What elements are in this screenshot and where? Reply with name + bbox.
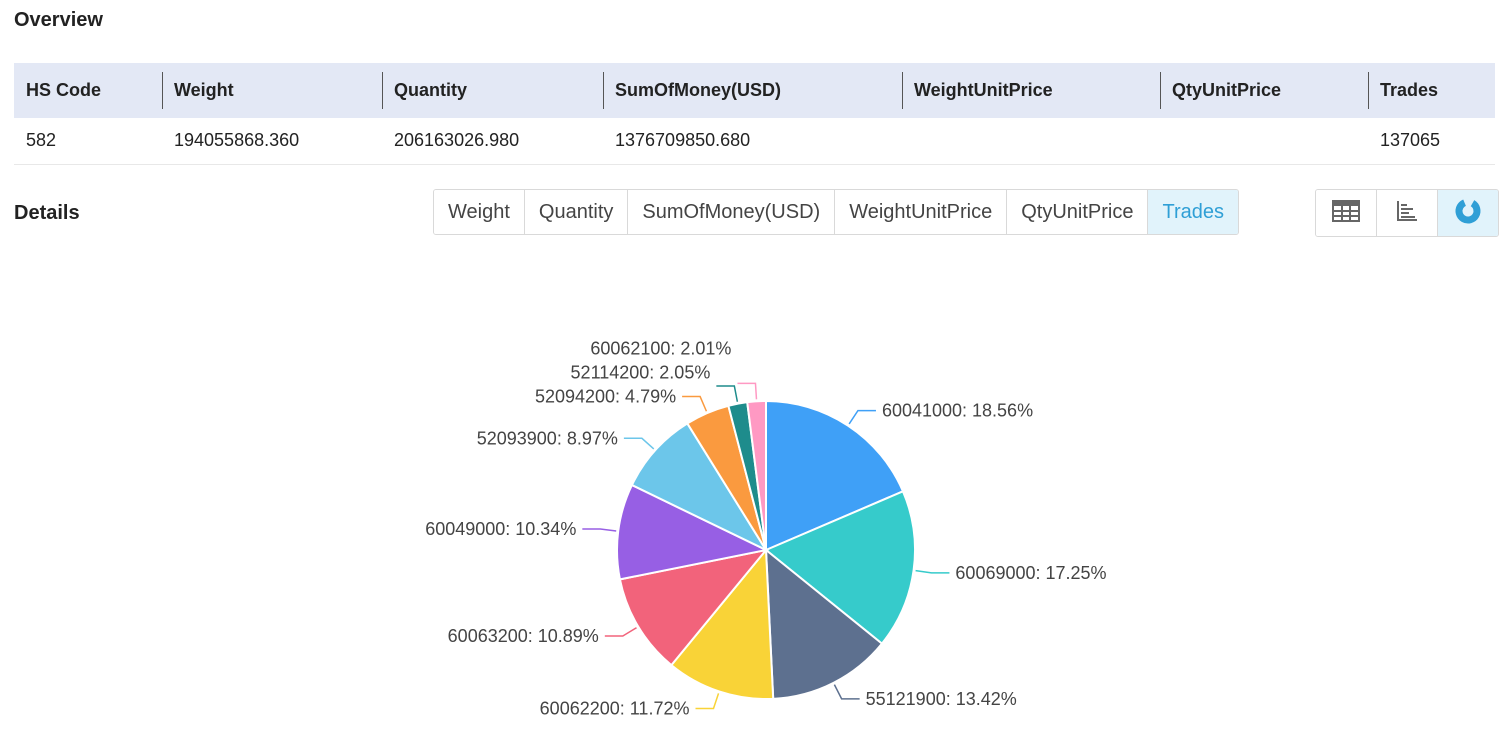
cell-quantity: 206163026.980 [394, 130, 520, 151]
pie-slice-52093900[interactable] [630, 422, 769, 553]
details-title: Details [14, 202, 80, 224]
pie-label-60069000: 60069000: 17.25% [955, 563, 1106, 583]
pie-chart: 60041000: 18.56% 60069000: 17.25% 55121900… [425, 339, 1106, 719]
header-qty-unit-price-label: QtyUnitPrice [1172, 80, 1282, 100]
pie-leader-line [682, 395, 708, 412]
tab-weight-unit-price[interactable]: WeightUnitPrice [835, 190, 1008, 234]
header-hs-code[interactable]: HS Code [26, 80, 102, 100]
bar-view-button[interactable] [1377, 190, 1438, 236]
pie-leader-line [695, 693, 720, 710]
pie-label-52093900: 52093900: 8.97% [477, 428, 618, 448]
pie-leader-line [833, 684, 860, 700]
header-weight-label: Weight [174, 80, 234, 100]
pie-leader-line [737, 382, 758, 400]
cell-hs-code: 582 [26, 130, 57, 151]
header-weight-unit-price-label: WeightUnitPrice [914, 80, 1053, 100]
pie-leader-line [915, 569, 950, 574]
overview-title: Overview [14, 9, 103, 31]
cell-qty-unit-price [1160, 118, 1368, 164]
pie-slice-60062200[interactable] [669, 547, 775, 700]
table-row: 582 194055868.360 206163026.980 13767098… [14, 118, 1495, 164]
tab-trades[interactable]: Trades [1148, 190, 1238, 234]
tab-sum-of-money[interactable]: SumOfMoney(USD) [628, 190, 836, 234]
column-separator [603, 72, 604, 109]
pie-leader-line [623, 437, 655, 450]
header-trades-label: Trades [1380, 80, 1439, 100]
cell-weight-unit-price [902, 118, 1160, 164]
header-quantity-label: Quantity [394, 80, 468, 100]
pie-label-60049000: 60049000: 10.34% [425, 519, 576, 539]
column-separator [902, 72, 903, 109]
header-trades[interactable]: Trades [1368, 63, 1495, 118]
pie-label-60062200: 60062200: 11.72% [540, 699, 690, 719]
tab-qty-unit-price[interactable]: QtyUnitPrice [1007, 190, 1149, 234]
pie-label-55121900: 55121900: 13.42% [866, 689, 1017, 709]
pie-chart-icon [1454, 197, 1482, 230]
cell-sum-of-money: 1376709850.680 [615, 130, 751, 151]
header-sum-of-money-label: SumOfMoney(USD) [615, 80, 781, 100]
view-toggle [1315, 189, 1499, 237]
column-separator [162, 72, 163, 109]
pie-slice-60069000[interactable] [764, 490, 916, 646]
pie-label-60063200: 60063200: 10.89% [448, 626, 599, 646]
header-quantity[interactable]: Quantity [382, 63, 603, 118]
pie-label-60062100: 60062100: 2.01% [590, 339, 731, 359]
header-weight[interactable]: Weight [162, 63, 382, 118]
pie-leader-line [582, 528, 617, 532]
metric-tabs: Weight Quantity SumOfMoney(USD) WeightUn… [433, 189, 1239, 235]
pie-slice-60041000[interactable] [765, 399, 905, 552]
pie-slice-55121900[interactable] [764, 547, 884, 700]
tab-quantity[interactable]: Quantity [524, 190, 629, 234]
cell-trades: 137065 [1380, 130, 1441, 151]
pie-view-button[interactable] [1438, 190, 1498, 236]
header-weight-unit-price[interactable]: WeightUnitPrice [902, 63, 1160, 118]
header-qty-unit-price[interactable]: QtyUnitPrice [1160, 63, 1368, 118]
column-separator [1160, 72, 1161, 109]
tab-weight[interactable]: Weight [434, 190, 525, 234]
pie-label-60041000: 60041000: 18.56% [882, 401, 1033, 421]
cell-weight: 194055868.360 [174, 130, 300, 151]
pie-slice-60063200[interactable] [618, 548, 769, 667]
column-separator [1368, 72, 1369, 109]
bar-chart-icon [1395, 199, 1419, 228]
pie-leader-line [716, 385, 739, 402]
table-icon [1332, 199, 1360, 227]
pie-leader-line [848, 409, 876, 425]
column-separator [382, 72, 383, 109]
overview-header-row: HS Code Weight Quantity SumOfMoney(USD) … [14, 63, 1495, 118]
pie-label-52094200: 52094200: 4.79% [535, 387, 676, 407]
overview-table: HS Code Weight Quantity SumOfMoney(USD) … [14, 63, 1495, 165]
table-view-button[interactable] [1316, 190, 1377, 236]
pie-label-52114200: 52114200: 2.05% [571, 363, 711, 383]
pie-leader-line [604, 627, 637, 637]
pie-slice-60062100[interactable] [746, 399, 767, 551]
header-sum-of-money[interactable]: SumOfMoney(USD) [603, 63, 902, 118]
pie-slice-60049000[interactable] [616, 483, 770, 581]
